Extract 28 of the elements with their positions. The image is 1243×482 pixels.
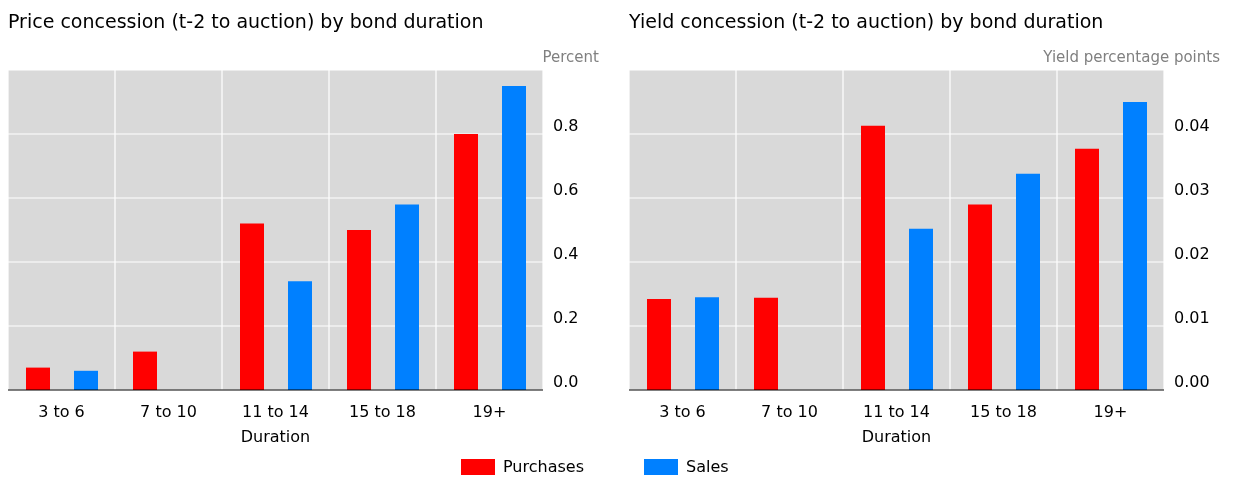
- legend-label: Sales: [686, 457, 729, 476]
- y-tick-label: 0.02: [1174, 243, 1210, 263]
- y-tick-label: 0.00: [1174, 371, 1210, 391]
- x-tick-label: 19+: [472, 402, 507, 422]
- x-axis-title: Duration: [861, 427, 932, 446]
- chart-title: Yield concession (t-2 to auction) by bond duration: [629, 10, 1104, 32]
- y-tick-label: 0.4: [553, 243, 579, 263]
- x-tick-label: 7 to 10: [140, 402, 197, 422]
- x-tick-label: 3 to 6: [659, 402, 706, 422]
- y-tick-label: 0.03: [1174, 179, 1210, 199]
- y-tick-label: 0.04: [1174, 115, 1210, 135]
- x-tick-label: 19+: [1093, 402, 1128, 422]
- legend-label: Purchases: [503, 457, 584, 476]
- y-tick-label: 0.01: [1174, 307, 1210, 327]
- x-axis-title: Duration: [240, 427, 311, 446]
- chart-title: Price concession (t-2 to auction) by bond duration: [8, 10, 484, 32]
- y-axis-title: Percent: [542, 48, 599, 66]
- x-tick-label: 11 to 14: [242, 402, 309, 422]
- x-tick-label: 3 to 6: [38, 402, 85, 422]
- y-tick-label: 0.2: [553, 307, 579, 327]
- y-tick-label: 0.6: [553, 179, 579, 199]
- x-tick-label: 15 to 18: [349, 402, 416, 422]
- y-axis-title: Yield percentage points: [1043, 48, 1220, 66]
- x-tick-label: 15 to 18: [970, 402, 1037, 422]
- x-tick-label: 11 to 14: [863, 402, 930, 422]
- y-tick-label: 0.8: [553, 115, 579, 135]
- x-tick-label: 7 to 10: [761, 402, 818, 422]
- y-tick-label: 0.0: [553, 371, 579, 391]
